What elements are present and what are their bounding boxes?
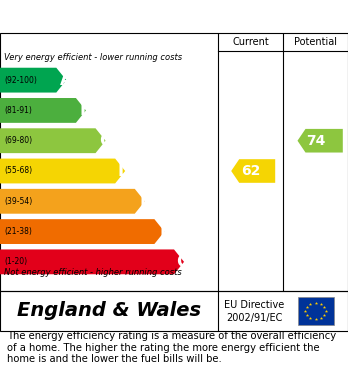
FancyArrow shape — [0, 98, 86, 123]
Text: Not energy efficient - higher running costs: Not energy efficient - higher running co… — [4, 268, 182, 277]
Text: B: B — [79, 101, 92, 119]
Text: The energy efficiency rating is a measure of the overall efficiency of a home. T: The energy efficiency rating is a measur… — [7, 331, 336, 364]
Text: Very energy efficient - lower running costs: Very energy efficient - lower running co… — [4, 53, 182, 62]
Text: (92-100): (92-100) — [4, 75, 37, 84]
Bar — [298, 297, 333, 325]
Text: F: F — [159, 222, 171, 240]
Text: (21-38): (21-38) — [4, 227, 32, 236]
FancyArrow shape — [0, 189, 145, 214]
Text: (55-68): (55-68) — [4, 167, 32, 176]
FancyArrow shape — [231, 159, 275, 183]
Text: 74: 74 — [306, 134, 325, 148]
Text: (69-80): (69-80) — [4, 136, 32, 145]
FancyArrow shape — [0, 219, 164, 244]
FancyArrow shape — [0, 249, 184, 274]
FancyArrow shape — [0, 128, 105, 153]
FancyArrow shape — [0, 68, 66, 93]
Text: (39-54): (39-54) — [4, 197, 32, 206]
FancyArrow shape — [0, 159, 125, 183]
Text: A: A — [60, 71, 72, 89]
Text: E: E — [140, 192, 151, 210]
Text: C: C — [99, 132, 112, 150]
Text: G: G — [176, 253, 190, 271]
Text: Energy Efficiency Rating: Energy Efficiency Rating — [10, 9, 220, 24]
Text: England & Wales: England & Wales — [17, 301, 201, 321]
Text: 62: 62 — [241, 164, 260, 178]
FancyArrow shape — [298, 129, 343, 152]
Text: D: D — [117, 162, 131, 180]
Text: EU Directive: EU Directive — [224, 300, 285, 310]
Text: Current: Current — [232, 37, 269, 47]
Text: (81-91): (81-91) — [4, 106, 32, 115]
Text: (1-20): (1-20) — [4, 257, 27, 266]
Text: Potential: Potential — [294, 37, 337, 47]
Text: 2002/91/EC: 2002/91/EC — [226, 313, 283, 323]
